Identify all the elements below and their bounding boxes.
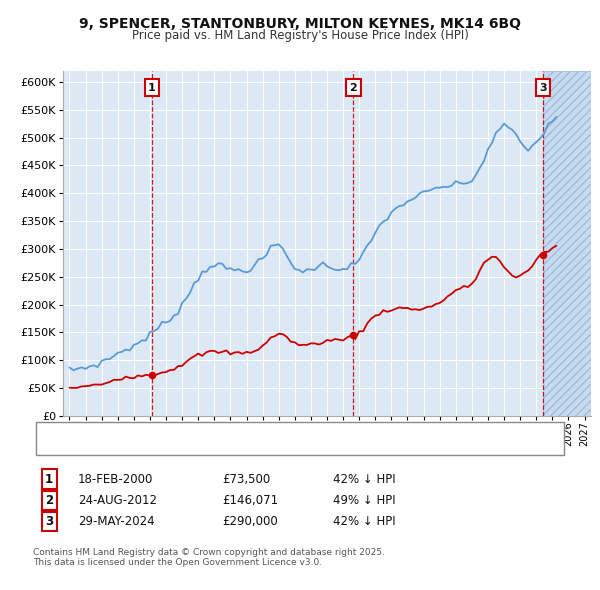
Text: 42% ↓ HPI: 42% ↓ HPI — [333, 515, 395, 528]
Text: 1: 1 — [148, 83, 156, 93]
Text: 1: 1 — [45, 473, 53, 486]
Text: £146,071: £146,071 — [222, 494, 278, 507]
Text: 49% ↓ HPI: 49% ↓ HPI — [333, 494, 395, 507]
Text: 3: 3 — [45, 515, 53, 528]
Text: £73,500: £73,500 — [222, 473, 270, 486]
Text: Contains HM Land Registry data © Crown copyright and database right 2025.
This d: Contains HM Land Registry data © Crown c… — [33, 548, 385, 567]
Text: HPI: Average price, detached house, Milton Keynes: HPI: Average price, detached house, Milt… — [80, 441, 345, 451]
Text: 9, SPENCER, STANTONBURY, MILTON KEYNES, MK14 6BQ (detached house): 9, SPENCER, STANTONBURY, MILTON KEYNES, … — [80, 427, 469, 437]
Text: 42% ↓ HPI: 42% ↓ HPI — [333, 473, 395, 486]
Text: 24-AUG-2012: 24-AUG-2012 — [78, 494, 157, 507]
Text: 2: 2 — [45, 494, 53, 507]
Text: 9, SPENCER, STANTONBURY, MILTON KEYNES, MK14 6BQ: 9, SPENCER, STANTONBURY, MILTON KEYNES, … — [79, 17, 521, 31]
Bar — [543, 71, 591, 416]
Text: Price paid vs. HM Land Registry's House Price Index (HPI): Price paid vs. HM Land Registry's House … — [131, 29, 469, 42]
Text: 29-MAY-2024: 29-MAY-2024 — [78, 515, 155, 528]
Text: 18-FEB-2000: 18-FEB-2000 — [78, 473, 154, 486]
Text: 3: 3 — [539, 83, 547, 93]
Text: 2: 2 — [350, 83, 358, 93]
Text: £290,000: £290,000 — [222, 515, 278, 528]
